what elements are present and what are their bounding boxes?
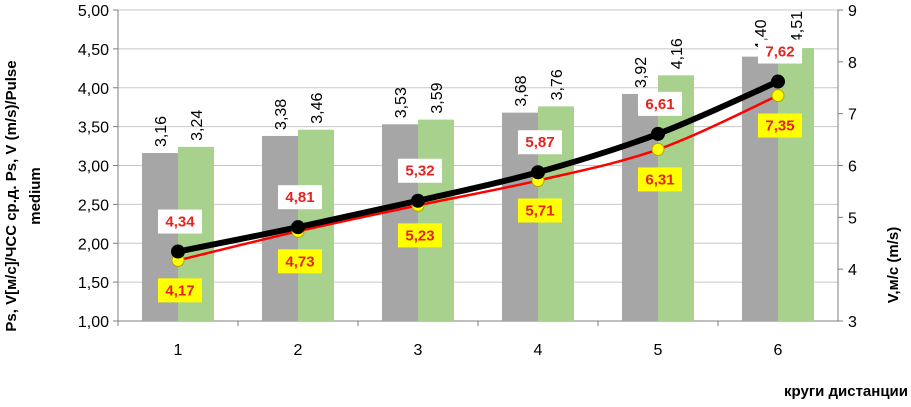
- x-axis-title: круги дистанции: [784, 383, 908, 400]
- line-series-1: [175, 78, 781, 255]
- line-data-label-box: [398, 223, 442, 248]
- line-data-label: 5,23: [405, 227, 434, 244]
- line-point-series-1: [171, 244, 185, 259]
- line-data-label: 4,73: [285, 253, 314, 270]
- line-point-series-1: [531, 165, 545, 180]
- line-data-label-box: [158, 209, 202, 234]
- line-data-label: 7,62: [765, 44, 794, 61]
- line-point-series-1: [651, 126, 665, 141]
- y-left-tick-label: 3,00: [78, 159, 109, 176]
- y-left-axis-title: Ps, V[м/с]/ЧСС ср.д. Ps, V (m/s)/Pulse: [3, 60, 20, 331]
- bar-series-2: [778, 48, 814, 321]
- line-data-label-box: [158, 278, 202, 303]
- bar-series-2: [658, 75, 694, 321]
- line-point-series-1: [291, 220, 305, 235]
- line-point-series-1: [771, 74, 785, 89]
- bar-data-label: 4,51: [789, 11, 806, 42]
- line-data-label-box: [638, 91, 682, 116]
- line-data-label-box: [398, 158, 442, 183]
- line-point-series-1: [411, 193, 425, 208]
- x-tick-label: 4: [534, 342, 543, 359]
- bar-data-label: 4,16: [669, 38, 686, 69]
- line-data-label: 6,31: [645, 171, 674, 188]
- x-tick-label: 5: [654, 342, 663, 359]
- line-point-series-2: [651, 142, 665, 156]
- line-data-label-box: [278, 249, 322, 274]
- bar-data-label: 3,68: [513, 75, 530, 106]
- line-series-2: [176, 94, 780, 262]
- bar-data-label: 3,38: [273, 99, 290, 130]
- bar-data-label: 3,59: [429, 82, 446, 113]
- bar-data-label: 3,53: [393, 87, 410, 118]
- line-data-label-box: [758, 113, 802, 138]
- y-right-tick-label: 7: [848, 107, 857, 124]
- bar-data-label: 3,24: [189, 110, 206, 141]
- bar-data-label: 3,46: [309, 92, 326, 123]
- bar-series-2: [418, 119, 454, 321]
- line-data-label: 5,87: [525, 134, 554, 151]
- bar-series-1: [382, 124, 418, 321]
- line-data-label-box: [518, 130, 562, 155]
- bar-data-label: 3,16: [153, 116, 170, 147]
- y-left-axis-title-line2: medium: [27, 167, 44, 225]
- bar-series-1: [742, 56, 778, 322]
- y-left-tick-label: 1,50: [78, 275, 109, 292]
- y-right-tick-label: 3: [848, 314, 857, 331]
- y-left-tick-label: 2,00: [78, 236, 109, 253]
- line-data-label-box: [518, 198, 562, 223]
- x-tick-label: 2: [294, 342, 303, 359]
- line-data-label: 7,35: [765, 118, 794, 135]
- line-data-label-box: [278, 185, 322, 210]
- bar-series-1: [622, 93, 658, 321]
- y-left-tick-label: 2,50: [78, 197, 109, 214]
- y-left-tick-label: 4,50: [78, 42, 109, 59]
- x-tick-label: 3: [414, 342, 423, 359]
- y-right-axis-title: V,м/с (m/s): [885, 227, 902, 303]
- y-right-tick-label: 8: [848, 55, 857, 72]
- y-left-tick-label: 5,00: [78, 3, 109, 20]
- bar-data-label: 3,76: [549, 69, 566, 100]
- line-data-label: 5,32: [405, 163, 434, 180]
- y-right-tick-label: 5: [848, 210, 857, 227]
- y-left-tick-label: 4,00: [78, 81, 109, 98]
- y-left-tick-label: 1,00: [78, 314, 109, 331]
- x-tick-label: 6: [774, 342, 783, 359]
- line-data-label: 5,71: [525, 203, 554, 220]
- y-right-tick-label: 6: [848, 159, 857, 176]
- y-right-tick-label: 9: [848, 3, 857, 20]
- line-data-label-box: [638, 167, 682, 192]
- bar-data-label: 3,92: [633, 57, 650, 88]
- y-left-tick-label: 3,50: [78, 120, 109, 137]
- line-data-label-box: [758, 39, 802, 64]
- x-tick-label: 1: [174, 342, 183, 359]
- y-right-tick-label: 4: [848, 262, 857, 279]
- line-point-series-2: [771, 89, 785, 103]
- line-data-label: 4,34: [165, 214, 195, 231]
- line-data-label: 4,17: [165, 282, 194, 299]
- line-data-label: 6,61: [645, 96, 674, 113]
- line-data-label: 4,81: [285, 189, 314, 206]
